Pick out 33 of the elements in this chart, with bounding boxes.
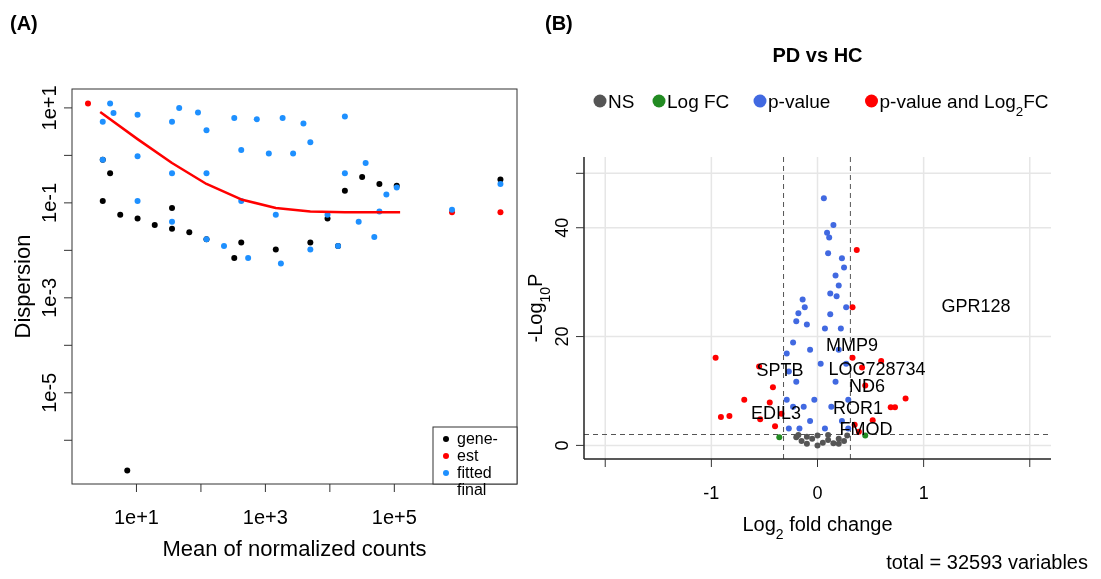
text: total = 32593 variables xyxy=(886,551,1088,573)
annotation: ROR1 xyxy=(832,398,884,418)
y-tick-label: 1e-3 xyxy=(38,277,60,318)
y-axis-title: Dispersion xyxy=(10,234,35,339)
annotation: LOC728734 xyxy=(828,359,926,379)
annotation: MMP9 xyxy=(825,335,879,355)
x-tick-label: 1 xyxy=(918,483,929,503)
legend-label: p-value and Log$_{2}$FC xyxy=(879,91,1049,119)
legend-label: gene- xyxy=(457,430,498,447)
legend-label: p-value xyxy=(768,91,831,112)
legend-label: Log FC xyxy=(667,91,730,112)
y-tick-label: 1e-1 xyxy=(38,182,60,223)
x-tick-label: 1e+5 xyxy=(371,506,417,528)
x-tick-label: 1e+1 xyxy=(113,506,159,528)
y-tick-label: 40 xyxy=(552,217,572,238)
y-tick-label: 0 xyxy=(552,440,572,451)
annotation: ND6 xyxy=(848,376,886,396)
text: (B) xyxy=(545,12,573,34)
chart-title: PD vs HC xyxy=(772,44,863,66)
x-tick-label: 1e+3 xyxy=(242,506,288,528)
annotation: GPR128 xyxy=(941,296,1011,316)
y-tick-label: 20 xyxy=(552,326,572,347)
y-tick-label: 1e-5 xyxy=(38,372,60,413)
x-axis-title: Mean of normalized counts xyxy=(162,536,427,561)
legend-label: fitted xyxy=(457,464,492,481)
annotation: final xyxy=(457,481,487,498)
x-tick-label: 0 xyxy=(812,483,823,503)
x-axis-title: Log$_{2}$ fold change xyxy=(742,513,893,542)
x-tick-label: -1 xyxy=(703,483,720,503)
legend-label: NS xyxy=(608,91,635,112)
legend-label: est xyxy=(457,447,479,464)
y-tick-label: 1e+1 xyxy=(38,85,60,131)
text: (A) xyxy=(10,12,38,34)
